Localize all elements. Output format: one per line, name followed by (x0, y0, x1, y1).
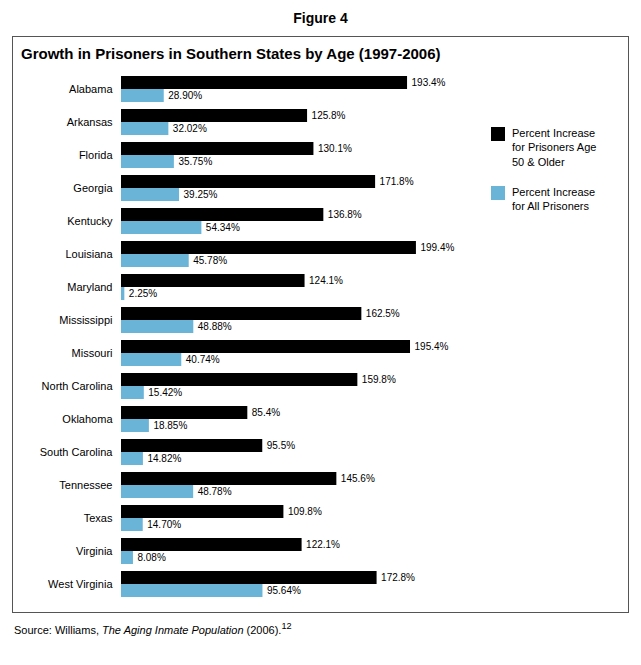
svg-text:West Virginia: West Virginia (48, 578, 113, 590)
svg-text:14.82%: 14.82% (147, 453, 181, 464)
svg-text:South Carolina: South Carolina (40, 446, 114, 458)
svg-text:195.4%: 195.4% (415, 341, 449, 352)
svg-text:171.8%: 171.8% (380, 176, 414, 187)
svg-text:Alabama: Alabama (69, 83, 113, 95)
svg-text:125.8%: 125.8% (312, 110, 346, 121)
svg-text:48.88%: 48.88% (198, 321, 232, 332)
svg-text:Oklahoma: Oklahoma (62, 413, 113, 425)
svg-text:85.4%: 85.4% (252, 407, 280, 418)
svg-text:124.1%: 124.1% (309, 275, 343, 286)
svg-text:Texas: Texas (84, 512, 113, 524)
svg-text:45.78%: 45.78% (193, 255, 227, 266)
svg-text:136.8%: 136.8% (328, 209, 362, 220)
svg-text:Tennessee: Tennessee (59, 479, 112, 491)
svg-text:40.74%: 40.74% (186, 354, 220, 365)
svg-text:Virginia: Virginia (76, 545, 113, 557)
svg-text:Kentucky: Kentucky (67, 215, 113, 227)
svg-text:159.8%: 159.8% (362, 374, 396, 385)
svg-text:145.6%: 145.6% (341, 473, 375, 484)
svg-text:Florida: Florida (79, 149, 114, 161)
svg-text:Arkansas: Arkansas (67, 116, 113, 128)
svg-text:Missouri: Missouri (72, 347, 113, 359)
svg-text:Georgia: Georgia (73, 182, 113, 194)
html-text:Percent Increase for All Priso: Percent Increase for All Prisoners (512, 185, 596, 213)
svg-text:122.1%: 122.1% (306, 539, 340, 550)
html-text:Source: Williams, The Aging In: Source: Williams, The Aging Inmate Popul… (14, 621, 292, 636)
svg-text:8.08%: 8.08% (137, 552, 165, 563)
svg-text:Maryland: Maryland (67, 281, 112, 293)
svg-text:Mississippi: Mississippi (59, 314, 112, 326)
svg-text:39.25%: 39.25% (184, 189, 218, 200)
svg-text:193.4%: 193.4% (412, 77, 446, 88)
svg-text:162.5%: 162.5% (366, 308, 400, 319)
svg-text:32.02%: 32.02% (173, 123, 207, 134)
html-text:Percent Increase for Prisoners: Percent Increase for Prisoners Age 50 & … (512, 127, 597, 168)
svg-text:172.8%: 172.8% (381, 572, 415, 583)
svg-text:95.64%: 95.64% (267, 585, 301, 596)
svg-text:18.85%: 18.85% (153, 420, 187, 431)
svg-text:North Carolina: North Carolina (42, 380, 114, 392)
svg-text:Louisiana: Louisiana (65, 248, 113, 260)
svg-text:15.42%: 15.42% (148, 387, 182, 398)
svg-text:109.8%: 109.8% (288, 506, 322, 517)
html-text:Growth in Prisoners in Souther: Growth in Prisoners in Southern States b… (21, 45, 441, 62)
svg-text:130.1%: 130.1% (318, 143, 352, 154)
svg-text:14.70%: 14.70% (147, 519, 181, 530)
html-text:Figure 4: Figure 4 (293, 10, 348, 26)
svg-text:54.34%: 54.34% (206, 222, 240, 233)
svg-text:28.90%: 28.90% (168, 90, 202, 101)
svg-text:199.4%: 199.4% (420, 242, 454, 253)
svg-text:48.78%: 48.78% (198, 486, 232, 497)
svg-text:95.5%: 95.5% (267, 440, 295, 451)
svg-text:2.25%: 2.25% (129, 288, 157, 299)
svg-text:35.75%: 35.75% (178, 156, 212, 167)
